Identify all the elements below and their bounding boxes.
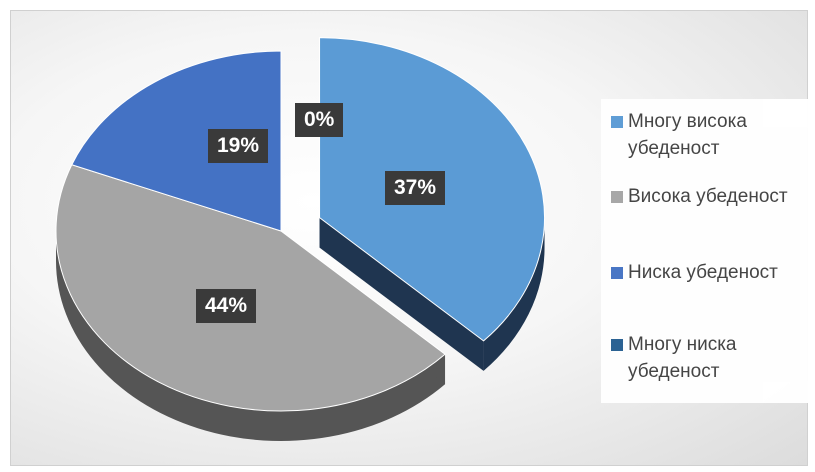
legend-swatch (611, 267, 623, 279)
legend-label: Ниска убеденост (628, 262, 778, 283)
data-label-low: 19% (208, 129, 269, 163)
legend-label: Висока убеденост (628, 186, 788, 207)
pie-chart (55, 37, 545, 442)
data-label-very-high: 37% (385, 171, 446, 205)
legend-item-very-low[interactable]: Многу ниска убеденост (611, 331, 811, 385)
legend-item-high[interactable]: Висока убеденост (611, 183, 811, 210)
chart-area: 37% 44% 19% 0% Многу висока убеденост Ви… (10, 10, 813, 466)
data-label-high: 44% (196, 289, 257, 323)
legend-swatch (611, 339, 623, 351)
legend-label: Многу висока убеденост (628, 111, 747, 159)
legend-item-low[interactable]: Ниска убеденост (611, 259, 811, 286)
slice-very-high-side (483, 217, 545, 371)
legend-swatch (611, 191, 623, 203)
slice-very-high-cut-face (319, 217, 484, 371)
slice-low[interactable] (71, 50, 282, 232)
legend: Многу висока убеденост Висока убеденост … (601, 99, 813, 403)
legend-item-very-high[interactable]: Многу висока убеденост (611, 108, 811, 162)
legend-label: Многу ниска убеденост (628, 334, 737, 382)
legend-swatch (611, 116, 623, 128)
slice-high-side (56, 231, 446, 442)
slice-high[interactable] (55, 164, 446, 412)
data-label-very-low: 0% (295, 103, 344, 137)
